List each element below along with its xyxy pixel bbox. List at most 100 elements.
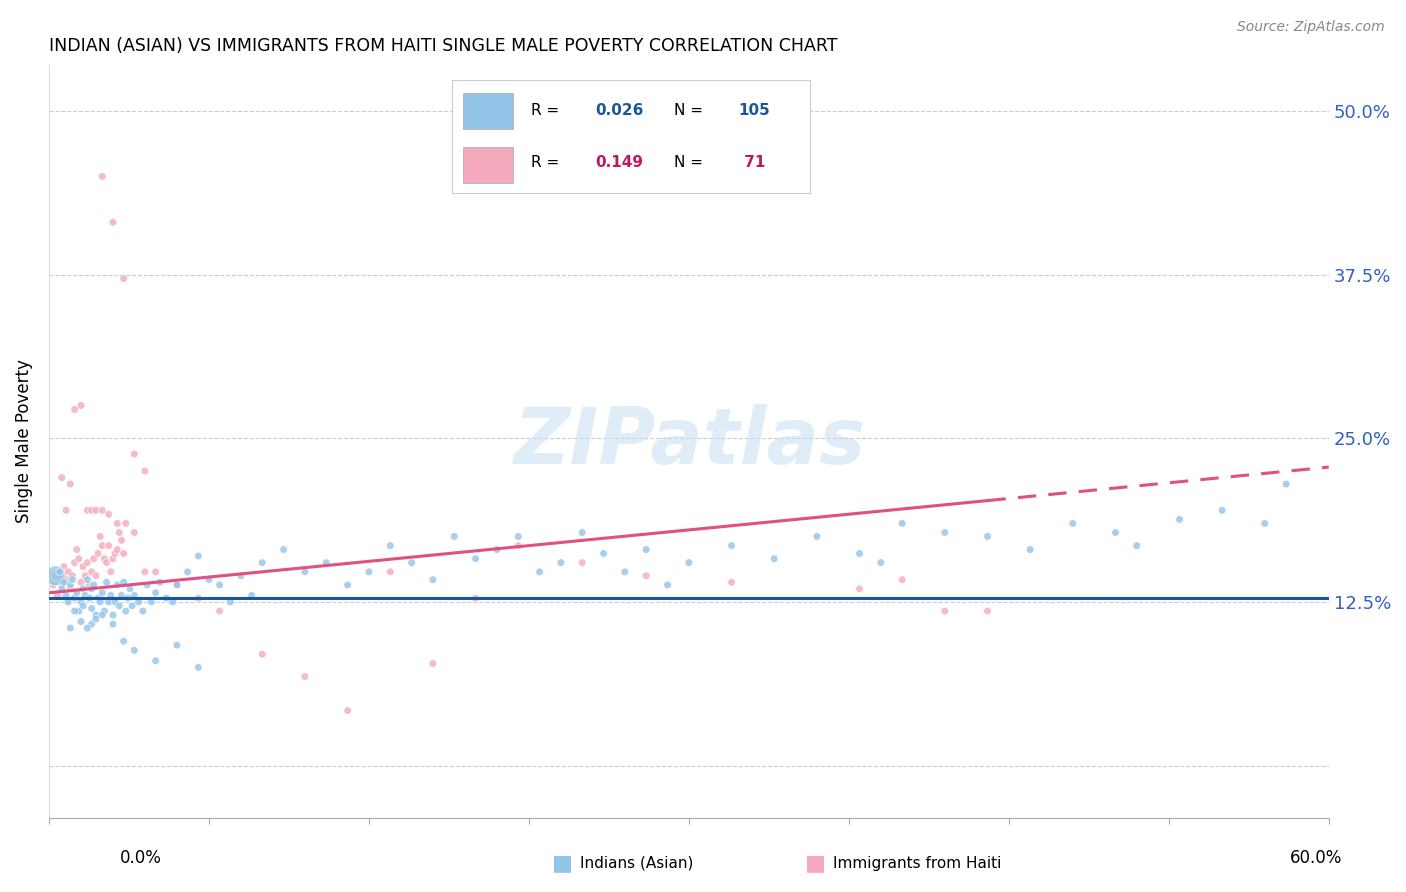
Point <box>91 503 114 517</box>
Point <box>571 525 593 540</box>
Point <box>70 399 93 413</box>
Point <box>485 542 508 557</box>
Text: INDIAN (ASIAN) VS IMMIGRANTS FROM HAITI SINGLE MALE POVERTY CORRELATION CHART: INDIAN (ASIAN) VS IMMIGRANTS FROM HAITI … <box>49 37 838 55</box>
Point <box>166 578 188 592</box>
Point <box>80 601 103 615</box>
Point <box>149 575 172 590</box>
Point <box>59 477 82 491</box>
Point <box>97 507 120 521</box>
Point <box>187 549 209 563</box>
Text: ■: ■ <box>551 854 572 873</box>
Point <box>70 595 93 609</box>
Point <box>96 556 118 570</box>
Point <box>1062 516 1084 531</box>
Point <box>145 586 167 600</box>
Point <box>550 556 572 570</box>
Point <box>110 588 132 602</box>
Point <box>87 591 110 605</box>
Point <box>91 607 114 622</box>
Point <box>105 542 128 557</box>
Point <box>59 582 82 596</box>
Point <box>42 578 65 592</box>
Point <box>443 529 465 543</box>
Text: 0.0%: 0.0% <box>120 849 162 867</box>
Point <box>273 542 295 557</box>
Point <box>62 573 84 587</box>
Point <box>1104 525 1126 540</box>
Point <box>208 578 231 592</box>
Point <box>105 516 128 531</box>
Point <box>96 575 118 590</box>
Point <box>83 578 105 592</box>
Point <box>70 615 93 629</box>
Point <box>240 588 263 602</box>
Point <box>124 588 146 602</box>
Point <box>59 621 82 635</box>
Point <box>166 578 188 592</box>
Point <box>56 565 79 579</box>
Point <box>720 575 742 590</box>
Point <box>336 578 359 592</box>
Point <box>105 578 128 592</box>
Point <box>869 556 891 570</box>
Point <box>187 660 209 674</box>
Point <box>44 568 66 582</box>
Point <box>80 617 103 632</box>
Point <box>48 568 70 582</box>
Point <box>84 503 107 517</box>
Point <box>613 565 636 579</box>
Point <box>66 542 89 557</box>
Point <box>101 215 124 229</box>
Point <box>763 551 786 566</box>
Point <box>101 617 124 632</box>
Point <box>48 565 70 579</box>
Point <box>89 529 111 543</box>
Point <box>1211 503 1233 517</box>
Point <box>112 575 135 590</box>
Point <box>76 573 98 587</box>
Point <box>59 578 82 592</box>
Point <box>100 565 122 579</box>
Point <box>124 447 146 461</box>
Point <box>134 464 156 478</box>
Point <box>51 578 73 592</box>
Point <box>76 556 98 570</box>
Point <box>380 539 402 553</box>
Point <box>63 591 86 605</box>
Point <box>508 529 530 543</box>
Point <box>63 604 86 618</box>
Point <box>101 607 124 622</box>
Point <box>1275 477 1298 491</box>
Point <box>155 591 177 605</box>
Point <box>380 565 402 579</box>
Point <box>91 539 114 553</box>
Point <box>657 578 679 592</box>
Text: 60.0%: 60.0% <box>1291 849 1343 867</box>
Y-axis label: Single Male Poverty: Single Male Poverty <box>15 359 32 524</box>
Point <box>124 643 146 657</box>
Point <box>101 551 124 566</box>
Point <box>100 588 122 602</box>
Point <box>76 621 98 635</box>
Point <box>336 704 359 718</box>
Point <box>1019 542 1042 557</box>
Point <box>464 591 486 605</box>
Point <box>508 539 530 553</box>
Point <box>145 565 167 579</box>
Point <box>80 565 103 579</box>
Point <box>219 595 242 609</box>
Point <box>891 516 914 531</box>
Point <box>87 546 110 560</box>
Text: ■: ■ <box>806 854 825 873</box>
Point <box>75 568 97 582</box>
Point <box>72 599 94 613</box>
Point <box>72 582 94 596</box>
Point <box>934 604 956 618</box>
Point <box>97 539 120 553</box>
Point <box>104 546 127 560</box>
Point <box>93 604 115 618</box>
Point <box>166 638 188 652</box>
Text: Source: ZipAtlas.com: Source: ZipAtlas.com <box>1237 20 1385 34</box>
Point <box>252 648 274 662</box>
Point <box>51 582 73 596</box>
